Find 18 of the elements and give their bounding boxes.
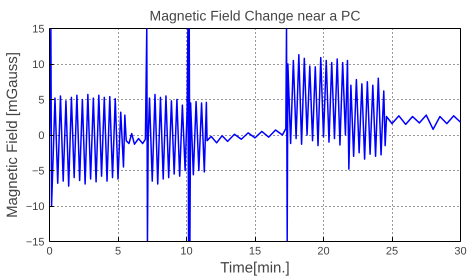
x-axis-title: Time[min.]	[220, 260, 290, 276]
y-tick-label: −15	[26, 236, 45, 248]
y-tick-label: −5	[32, 166, 45, 178]
y-axis-title: Magnetic Field [mGauss]	[4, 52, 21, 218]
x-tick-label: 0	[46, 246, 53, 258]
y-tick-label: 0	[38, 130, 45, 142]
x-tick-label: 5	[114, 246, 122, 258]
y-tick-label: −10	[26, 201, 45, 213]
y-tick-label: 5	[38, 94, 45, 106]
x-tick-label: 15	[248, 246, 262, 258]
y-tick-label: 15	[32, 24, 45, 36]
y-tick-label: 10	[32, 59, 45, 71]
x-tick-label: 25	[386, 246, 398, 258]
x-tick-label: 30	[454, 246, 467, 258]
chart-title: Magnetic Field Change near a PC	[150, 8, 360, 24]
x-tick-label: 10	[180, 246, 193, 258]
line-series	[50, 28, 460, 242]
x-tick-label: 20	[317, 246, 330, 258]
